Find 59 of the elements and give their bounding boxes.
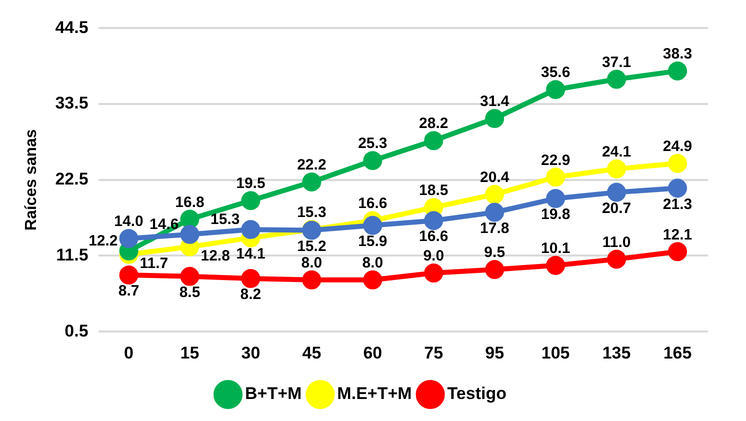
data-label: 14.0: [114, 213, 144, 230]
data-label: 12.2: [88, 232, 118, 250]
data-label: 31.4: [480, 93, 510, 110]
legend-label: M.E+T+M: [337, 384, 412, 404]
data-label: 8.0: [362, 254, 384, 272]
x-tick-label: 0: [124, 343, 134, 362]
data-label: 9.0: [423, 248, 444, 265]
data-label: 20.7: [602, 200, 632, 217]
data-label: 37.1: [602, 54, 632, 71]
data-label: 15.3: [297, 204, 326, 222]
data-label: 19.8: [540, 206, 570, 224]
data-label: 22.9: [540, 152, 570, 169]
x-tick-label: 30: [241, 343, 260, 362]
y-axis-title: Raíces sanas: [23, 129, 40, 231]
data-label: 25.3: [358, 135, 388, 152]
x-tick-label: 75: [424, 343, 444, 362]
legend-label: Testigo: [447, 384, 506, 404]
x-tick-label: 60: [363, 343, 382, 362]
data-label: 8.5: [179, 284, 200, 302]
x-tick-label: 165: [663, 343, 692, 362]
x-tick-label: 105: [541, 343, 570, 362]
data-label: 8.7: [118, 282, 140, 300]
data-label: 11.0: [602, 234, 631, 251]
y-tick-label: 44.5: [55, 18, 88, 37]
data-label: 14.6: [150, 216, 179, 234]
data-label: 8.2: [240, 286, 262, 304]
data-label: 24.9: [662, 138, 692, 155]
data-label: 15.2: [297, 238, 326, 255]
x-tick-label: 135: [602, 343, 631, 362]
x-tick-label: 15: [180, 343, 200, 362]
y-tick-label: 11.5: [56, 245, 88, 264]
data-label: 17.8: [480, 220, 510, 237]
data-label: 24.1: [602, 144, 632, 161]
data-label: 11.7: [140, 255, 168, 272]
data-label: 16.6: [358, 195, 388, 212]
data-label: 12.1: [662, 226, 692, 244]
data-label: 15.3: [210, 211, 240, 228]
legend-label: B+T+M: [245, 384, 302, 404]
y-tick-label: 0.5: [64, 321, 88, 340]
data-label: 9.5: [484, 244, 506, 262]
y-tick-label: 33.5: [55, 94, 88, 113]
data-label: 28.2: [419, 115, 448, 132]
y-tick-label: 22.5: [55, 170, 88, 189]
x-tick-label: 45: [302, 343, 322, 362]
data-label: 12.8: [200, 247, 230, 264]
data-label: 21.3: [662, 196, 692, 213]
data-label: 15.9: [358, 233, 388, 250]
data-label: 18.5: [419, 182, 448, 200]
data-label: 10.1: [540, 240, 570, 258]
data-label: 19.5: [236, 175, 266, 192]
x-tick-label: 95: [485, 343, 504, 362]
data-label: 22.2: [297, 156, 326, 174]
data-label: 14.1: [236, 245, 266, 262]
data-label: 38.3: [662, 46, 692, 63]
data-label: 16.8: [175, 194, 204, 211]
data-label: 20.4: [480, 169, 510, 186]
data-label: 35.6: [540, 64, 570, 82]
data-label: 16.6: [419, 228, 448, 246]
data-label: 8.0: [301, 254, 322, 272]
